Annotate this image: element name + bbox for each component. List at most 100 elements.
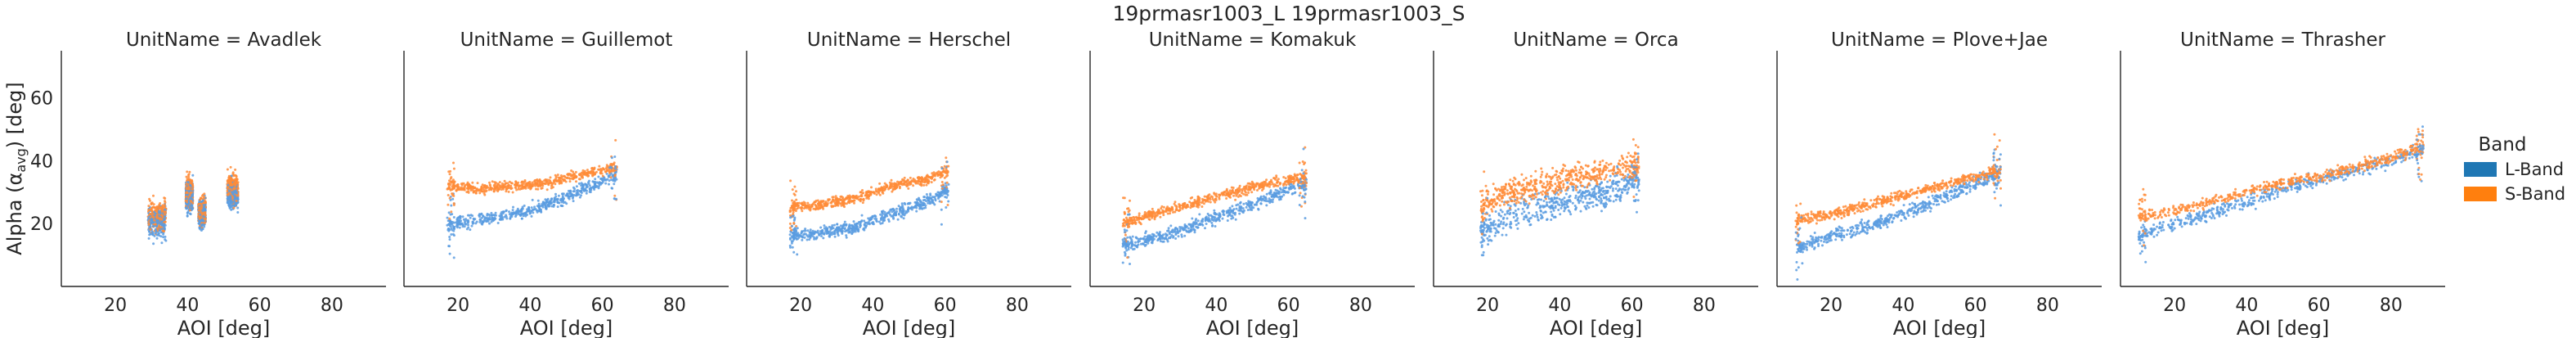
data-point [450, 204, 453, 207]
data-point [861, 201, 864, 205]
data-point [227, 186, 229, 189]
data-point [448, 173, 451, 176]
data-point [1282, 187, 1286, 190]
data-point [198, 205, 201, 209]
data-point [791, 199, 793, 202]
data-point [586, 189, 588, 192]
data-point [903, 179, 906, 182]
data-point [190, 200, 193, 203]
y-tick-label: 60 [30, 89, 53, 110]
data-point [839, 199, 842, 201]
data-point [860, 214, 864, 217]
data-point [919, 180, 922, 183]
data-point [446, 216, 449, 219]
data-point [863, 219, 866, 223]
data-point [506, 186, 509, 189]
data-point [1296, 174, 1299, 177]
data-point [940, 223, 943, 226]
data-point [1275, 194, 1278, 197]
data-point [541, 187, 544, 190]
data-point [795, 232, 798, 235]
data-point [875, 190, 878, 193]
data-point [822, 237, 825, 240]
data-point [801, 210, 804, 213]
data-point [150, 219, 152, 222]
data-point [449, 188, 452, 192]
data-point [1187, 223, 1191, 226]
data-point [915, 201, 918, 205]
data-point [538, 206, 541, 210]
data-point [824, 226, 828, 229]
data-point [474, 222, 478, 225]
data-point [471, 222, 474, 225]
data-point [1285, 183, 1288, 187]
data-point [587, 170, 590, 174]
data-point [500, 217, 504, 220]
data-point [1282, 176, 1286, 178]
data-point [1235, 207, 1238, 210]
data-point [558, 201, 561, 205]
data-point [461, 182, 464, 185]
data-point [566, 194, 569, 197]
data-point [457, 216, 460, 219]
data-point [610, 156, 613, 160]
data-point [793, 216, 797, 219]
data-point [1245, 187, 1248, 191]
data-point [1239, 195, 1242, 198]
data-point [904, 210, 908, 213]
data-point [459, 223, 462, 226]
data-point [1230, 210, 1233, 213]
figure-suptitle: 19prmasr1003_L 19prmasr1003_S [1113, 2, 1465, 25]
data-point [447, 228, 450, 232]
data-point [824, 202, 827, 205]
data-point [470, 224, 473, 228]
data-point [461, 223, 464, 227]
x-tick-label: 60 [249, 295, 272, 316]
data-point [235, 174, 237, 178]
x-tick-label: 40 [1205, 295, 1227, 316]
data-point [186, 214, 189, 217]
data-point [946, 204, 949, 206]
data-point [186, 205, 188, 209]
data-point [1256, 189, 1259, 192]
data-point [907, 201, 910, 205]
data-point [236, 198, 240, 201]
data-point [599, 170, 603, 174]
data-point [817, 207, 820, 210]
data-point [1227, 214, 1231, 217]
data-point [595, 184, 598, 187]
data-point [452, 202, 456, 205]
data-point [909, 176, 912, 179]
data-point [530, 214, 533, 218]
data-point [1158, 234, 1161, 237]
data-point [197, 202, 200, 205]
data-point [164, 235, 167, 238]
data-point [231, 192, 235, 196]
data-point [947, 200, 950, 203]
data-point [482, 221, 485, 223]
data-point [946, 194, 949, 196]
data-point [159, 235, 163, 238]
data-point [580, 184, 583, 187]
data-point [818, 233, 821, 237]
data-point [809, 235, 812, 238]
data-point [1263, 199, 1266, 202]
data-point [1271, 201, 1274, 204]
data-point [797, 237, 799, 241]
data-point [793, 227, 797, 230]
data-point [1269, 199, 1272, 201]
data-point [1279, 187, 1281, 190]
data-point [1200, 205, 1204, 208]
x-tick-label: 60 [934, 295, 957, 316]
data-point [568, 191, 572, 194]
data-point [802, 201, 806, 204]
data-point [909, 183, 913, 186]
data-point [1252, 206, 1255, 210]
data-point [504, 183, 507, 186]
data-point [581, 187, 585, 190]
data-point [186, 201, 189, 204]
data-point [188, 212, 191, 215]
data-point [512, 205, 514, 209]
data-point [802, 233, 806, 237]
data-point [448, 252, 451, 255]
